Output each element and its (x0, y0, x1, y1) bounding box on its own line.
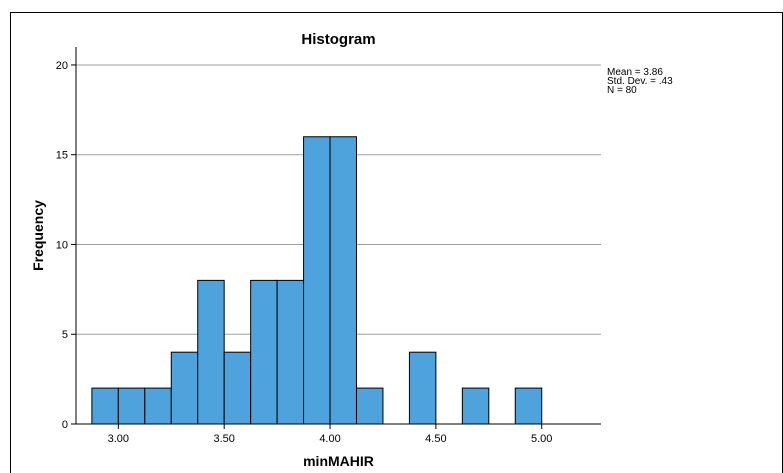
statistic-line: N = 80 (607, 85, 637, 96)
chart-title: Histogram (301, 31, 375, 48)
histogram-bar (144, 387, 172, 425)
statistic-line: Mean = 3.86 (607, 67, 663, 78)
y-tick-label: 10 (56, 239, 68, 251)
bars (91, 136, 543, 425)
statistic-line: Std. Dev. = .43 (607, 76, 673, 87)
histogram-bar (514, 387, 543, 425)
histogram-bar (223, 351, 252, 425)
x-axis-label: minMAHIR (303, 453, 374, 469)
histogram-bar (408, 351, 437, 425)
histogram-bar (276, 279, 305, 425)
y-tick-label: 20 (56, 60, 68, 72)
y-tick-label: 15 (56, 150, 68, 162)
histogram-bar (250, 279, 278, 425)
histogram-bar (170, 351, 199, 425)
y-tick-labels: 0 5 10 15 20 (56, 60, 68, 431)
histogram-bar (117, 387, 146, 425)
x-tick-label: 5.00 (531, 433, 552, 445)
histogram-bar (461, 387, 490, 425)
histogram-bar (355, 387, 384, 425)
y-tick-label: 0 (62, 419, 68, 431)
y-axis-label: Frequency (30, 200, 46, 271)
x-tick-label: 3.50 (213, 433, 234, 445)
x-tick-label: 3.00 (108, 433, 129, 445)
x-tick-label: 4.50 (425, 433, 446, 445)
histogram-bar (197, 279, 225, 425)
histogram-bar (329, 136, 357, 425)
x-tick-labels: 3.00 3.50 4.00 4.50 5.00 (108, 433, 553, 445)
x-tick-label: 4.00 (319, 433, 340, 445)
histogram-bar (303, 136, 331, 425)
y-tick-label: 5 (62, 329, 68, 341)
axes (71, 47, 601, 429)
histogram-bar (91, 387, 119, 425)
